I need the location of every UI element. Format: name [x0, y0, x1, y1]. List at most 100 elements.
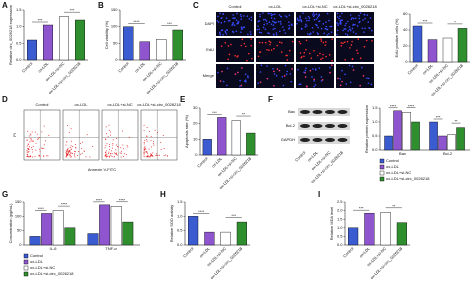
significance: ***	[38, 18, 43, 23]
significance: ***	[359, 206, 364, 211]
legend-label: Control	[386, 158, 399, 163]
event-dot	[68, 151, 70, 153]
event-dot	[122, 148, 124, 150]
event-dot	[147, 155, 149, 157]
cell-dot	[286, 59, 289, 61]
cell-dot	[350, 29, 352, 32]
cell-dot	[352, 31, 355, 33]
cell-dot	[250, 38, 252, 40]
event-dot	[112, 139, 114, 141]
event-dot	[70, 156, 72, 158]
bar	[139, 41, 150, 61]
x-tick-label: ox-LDL	[198, 245, 211, 258]
event-dot	[66, 148, 68, 150]
event-dot	[65, 149, 67, 151]
panel-letter: H	[160, 190, 166, 199]
cell-dot	[276, 68, 279, 70]
event-dot	[154, 129, 156, 131]
event-dot	[120, 150, 122, 152]
event-dot	[145, 151, 147, 153]
bar	[64, 227, 76, 246]
cell-dot	[264, 18, 267, 21]
cell-dot	[300, 20, 303, 23]
cell-dot	[315, 18, 318, 20]
cell-dot	[279, 30, 281, 33]
cell-dot	[349, 81, 352, 84]
event-dot	[39, 151, 41, 153]
legend-swatch	[23, 265, 29, 271]
band	[337, 124, 348, 128]
event-dot	[75, 151, 77, 153]
cell-dot	[348, 64, 351, 67]
column-label: ox-LDL+si-NC	[107, 102, 132, 107]
cell-dot	[298, 83, 300, 86]
panel-letter: I	[318, 190, 320, 199]
band	[300, 124, 310, 128]
y-tick-label: 50	[17, 228, 22, 233]
event-dot	[81, 152, 83, 154]
event-dot	[70, 148, 72, 150]
cell-dot	[367, 21, 370, 23]
cell-dot	[258, 28, 260, 31]
cell-dot	[336, 16, 339, 18]
significance: ****	[408, 103, 415, 108]
cell-dot	[266, 22, 268, 25]
cell-dot	[236, 56, 238, 58]
cell-dot	[268, 40, 271, 43]
cell-dot	[266, 48, 268, 51]
cell-dot	[221, 70, 223, 73]
cell-dot	[259, 51, 261, 54]
cell-dot	[272, 13, 274, 16]
cell-dot	[269, 41, 272, 44]
cell-dot	[313, 14, 316, 16]
significance: ****	[38, 206, 45, 211]
cell-dot	[243, 26, 245, 28]
y-tick-label: 150	[15, 199, 22, 204]
y-tick-label: 2.0	[337, 208, 343, 213]
event-dot	[74, 156, 76, 158]
cell-dot	[262, 26, 265, 29]
significance: ***	[231, 213, 236, 218]
event-dot	[106, 153, 108, 155]
cell-dot	[304, 23, 307, 26]
cell-dot	[241, 38, 244, 41]
cell-dot	[257, 55, 260, 58]
legend-label: ox-LDL	[386, 164, 400, 169]
bar	[188, 216, 199, 246]
column-label: ox-LDL	[269, 4, 283, 9]
cell-dot	[278, 69, 281, 72]
y-tick-label: 0.0	[337, 242, 343, 247]
event-dot	[37, 138, 39, 140]
cell-dot	[266, 77, 269, 80]
cell-dot	[241, 67, 243, 69]
event-dot	[125, 154, 127, 156]
event-dot	[66, 154, 68, 156]
panel-letter: B	[98, 1, 104, 10]
x-tick-label: Bax	[399, 151, 406, 156]
event-dot	[116, 154, 118, 156]
band-label: Bcl-2	[286, 123, 296, 128]
bar	[99, 204, 111, 246]
cell-dot	[324, 41, 327, 43]
cell-dot	[358, 17, 361, 20]
event-dot	[148, 148, 150, 150]
flow-plot	[23, 109, 61, 161]
cell-dot	[351, 17, 353, 19]
cell-dot	[363, 45, 366, 48]
y-tick-label: 1.0	[372, 119, 378, 124]
cell-dot	[329, 66, 331, 69]
cell-dot	[348, 26, 351, 28]
cell-dot	[354, 23, 356, 26]
cell-dot	[362, 75, 365, 77]
event-dot	[67, 154, 69, 156]
y-axis-label: Apoptosis rate (%)	[184, 114, 189, 148]
cell-dot	[232, 31, 235, 33]
event-dot	[104, 147, 106, 149]
cell-dot	[219, 33, 222, 36]
event-dot	[149, 156, 151, 158]
cell-dot	[267, 32, 269, 34]
event-dot	[105, 139, 107, 141]
cell-dot	[219, 32, 221, 35]
cell-dot	[364, 17, 366, 20]
